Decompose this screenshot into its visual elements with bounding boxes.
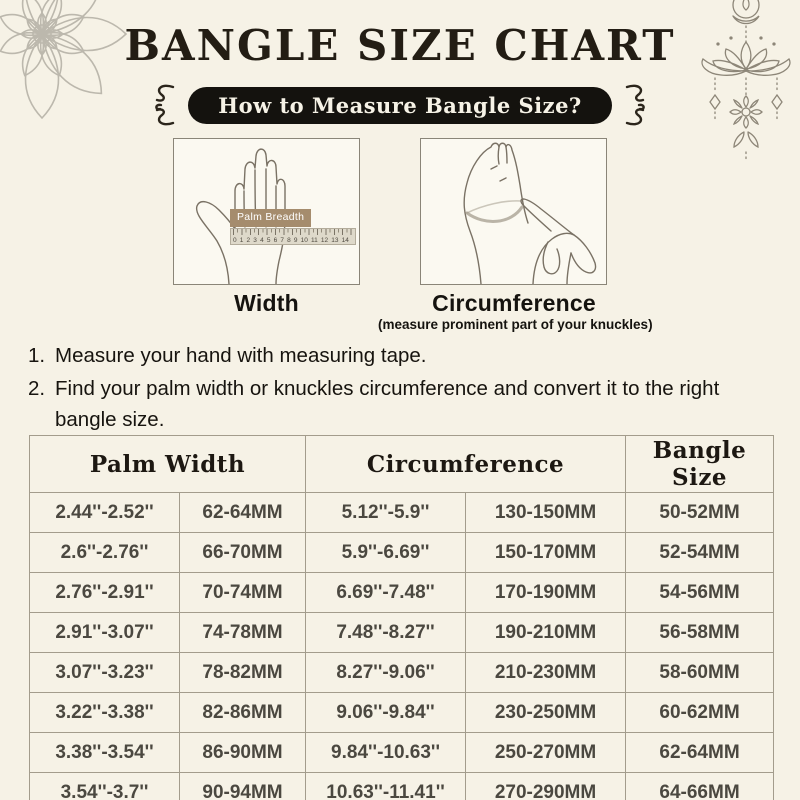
instruction-number: 1.	[28, 344, 46, 367]
ruler-number: 8	[287, 236, 291, 244]
ruler-number: 7	[280, 236, 284, 244]
ruler-number: 2	[246, 236, 251, 244]
table-header: Bangle Size	[625, 435, 775, 493]
table-cell: 9.84''-10.63''	[305, 732, 467, 773]
page-title: BANGLE SIZE CHART	[124, 21, 676, 70]
ruler-number: 12	[320, 236, 329, 244]
table-cell: 60-62MM	[625, 692, 775, 733]
table-row: 2.44''-2.52'' 62-64MM 5.12''-5.9'' 130-150M…	[29, 492, 775, 533]
table-cell: 6.69''-7.48''	[305, 572, 467, 613]
table-cell: 3.07''-3.23''	[29, 652, 180, 693]
table-cell: 5.12''-5.9''	[305, 492, 467, 533]
instruction-number: 2.	[28, 377, 46, 401]
table-row: 3.07''-3.23'' 78-82MM 8.27''-9.06'' 210-230…	[29, 652, 775, 693]
ruler-number: 0	[233, 236, 237, 244]
table-row: 2.6''-2.76'' 66-70MM 5.9''-6.69'' 150-170MM…	[29, 532, 775, 573]
instruction-text: Measure your hand with measuring tape.	[55, 344, 427, 367]
size-table-body: 2.44''-2.52'' 62-64MM 5.12''-5.9'' 130-150M…	[29, 492, 775, 800]
table-cell: 2.76''-2.91''	[29, 572, 180, 613]
ruler-number: 6	[273, 236, 278, 244]
ruler-number: 4	[260, 236, 264, 244]
table-cell: 9.06''-9.84''	[305, 692, 467, 733]
table-cell: 2.91''-3.07''	[29, 612, 180, 653]
circumference-sublabel: (measure prominent part of your knuckles…	[378, 317, 653, 332]
how-to-measure-banner: How to Measure Bangle Size?	[188, 86, 612, 124]
measuring-tape-ruler: 0 1 2 3 4 5 6 7 8 9 10 11 12 13 14	[230, 228, 356, 245]
table-cell: 50-52MM	[625, 492, 775, 533]
table-cell: 3.38''-3.54''	[29, 732, 180, 773]
ruler-numbers: 0 1 2 3 4 5 6 7 8 9 10 11 12 13 14	[233, 237, 349, 244]
width-illustration-box: Palm Breadth 0 1 2 3 4 5 6 7 8 9 10 11 12 13 14	[173, 138, 360, 285]
table-cell: 62-64MM	[625, 732, 775, 773]
table-cell: 210-230MM	[465, 652, 627, 693]
table-header: Palm Width	[28, 435, 307, 493]
circumference-illustration-box	[420, 138, 607, 285]
table-cell: 270-290MM	[465, 772, 627, 800]
table-cell: 3.22''-3.38''	[29, 692, 180, 733]
ruler-number: 9	[293, 236, 298, 244]
ruler-number: 11	[311, 236, 318, 244]
table-cell: 8.27''-9.06''	[305, 652, 467, 693]
ruler-number: 13	[331, 236, 339, 244]
table-cell: 2.44''-2.52''	[29, 492, 180, 533]
table-cell: 5.9''-6.69''	[305, 532, 467, 573]
table-cell: 3.54''-3.7''	[29, 772, 180, 800]
instruction-text: Find your palm width or knuckles circumf…	[55, 377, 720, 432]
size-table-head: Palm Width Circumference Bangle Size	[28, 435, 775, 493]
table-header: Circumference	[305, 435, 627, 493]
table-cell: 86-90MM	[178, 732, 307, 773]
table-cell: 10.63''-11.41''	[305, 772, 467, 800]
instruction-item: 1. Measure your hand with measuring tape…	[28, 340, 780, 371]
circumference-label: Circumference (measure prominent part of…	[378, 290, 653, 332]
table-cell: 2.6''-2.76''	[29, 532, 180, 573]
instruction-item: 2. Find your palm width or knuckles circ…	[28, 373, 780, 435]
flourish-right-icon	[625, 84, 645, 126]
table-header-row: Palm Width Circumference Bangle Size	[28, 435, 775, 493]
table-cell: 52-54MM	[625, 532, 775, 573]
width-label: Width	[234, 290, 299, 316]
table-row: 2.76''-2.91'' 70-74MM 6.69''-7.48'' 170-190…	[29, 572, 775, 613]
banner-row: How to Measure Bangle Size?	[0, 82, 800, 128]
table-row: 3.54''-3.7'' 90-94MM 10.63''-11.41'' 270-29…	[29, 772, 775, 800]
table-cell: 90-94MM	[178, 772, 307, 800]
table-cell: 82-86MM	[178, 692, 307, 733]
ruler-number: 5	[266, 236, 271, 244]
table-cell: 230-250MM	[465, 692, 627, 733]
table-cell: 190-210MM	[465, 612, 627, 653]
table-cell: 64-66MM	[625, 772, 775, 800]
table-cell: 130-150MM	[465, 492, 627, 533]
table-cell: 150-170MM	[465, 532, 627, 573]
ruler-number: 3	[253, 236, 257, 244]
flourish-left-icon	[155, 84, 175, 126]
table-cell: 74-78MM	[178, 612, 307, 653]
ruler-number: 14	[341, 236, 349, 244]
circumference-label-text: Circumference	[432, 290, 596, 316]
table-cell: 66-70MM	[178, 532, 307, 573]
table-cell: 58-60MM	[625, 652, 775, 693]
table-cell: 7.48''-8.27''	[305, 612, 467, 653]
table-row: 3.38''-3.54'' 86-90MM 9.84''-10.63'' 250-27…	[29, 732, 775, 773]
instructions-list: 1. Measure your hand with measuring tape…	[28, 340, 780, 435]
size-table: Palm Width Circumference Bangle Size 2.44'…	[28, 435, 775, 800]
table-row: 3.22''-3.38'' 82-86MM 9.06''-9.84'' 230-250…	[29, 692, 775, 733]
table-cell: 170-190MM	[465, 572, 627, 613]
table-cell: 54-56MM	[625, 572, 775, 613]
table-cell: 56-58MM	[625, 612, 775, 653]
table-cell: 70-74MM	[178, 572, 307, 613]
ruler-number: 10	[300, 236, 308, 244]
table-cell: 78-82MM	[178, 652, 307, 693]
palm-breadth-tag: Palm Breadth	[230, 209, 312, 227]
table-cell: 250-270MM	[465, 732, 627, 773]
hands-measuring-illustration-icon	[463, 142, 597, 284]
ruler-number: 1	[239, 236, 244, 244]
table-row: 2.91''-3.07'' 74-78MM 7.48''-8.27'' 190-210…	[29, 612, 775, 653]
table-cell: 62-64MM	[178, 492, 307, 533]
